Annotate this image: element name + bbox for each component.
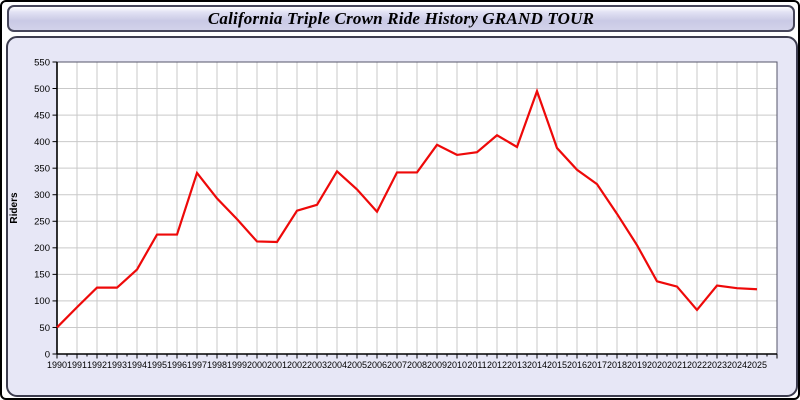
svg-text:2015: 2015 — [547, 360, 567, 370]
svg-text:2005: 2005 — [347, 360, 367, 370]
svg-text:2024: 2024 — [727, 360, 747, 370]
svg-text:500: 500 — [34, 84, 50, 95]
svg-text:2000: 2000 — [247, 360, 267, 370]
svg-text:2003: 2003 — [307, 360, 327, 370]
svg-text:2021: 2021 — [667, 360, 687, 370]
svg-text:1996: 1996 — [167, 360, 187, 370]
svg-text:2012: 2012 — [487, 360, 507, 370]
y-axis-title: Riders — [9, 192, 20, 224]
svg-text:2017: 2017 — [587, 360, 607, 370]
svg-text:100: 100 — [34, 296, 50, 307]
svg-text:1999: 1999 — [227, 360, 247, 370]
svg-text:1997: 1997 — [187, 360, 207, 370]
svg-text:2013: 2013 — [507, 360, 527, 370]
svg-text:300: 300 — [34, 190, 50, 201]
svg-text:550: 550 — [34, 57, 50, 68]
svg-text:0: 0 — [45, 349, 50, 360]
svg-text:1991: 1991 — [67, 360, 87, 370]
riders-line — [56, 87, 758, 329]
svg-text:2010: 2010 — [447, 360, 467, 370]
svg-text:2006: 2006 — [367, 360, 387, 370]
svg-text:2023: 2023 — [707, 360, 727, 370]
svg-text:1993: 1993 — [107, 360, 127, 370]
svg-text:2004: 2004 — [327, 360, 347, 370]
svg-text:1994: 1994 — [127, 360, 147, 370]
chart-title: California Triple Crown Ride History GRA… — [207, 8, 595, 28]
svg-text:2009: 2009 — [427, 360, 447, 370]
svg-text:150: 150 — [34, 270, 50, 281]
svg-text:2008: 2008 — [407, 360, 427, 370]
y-axis-labels: 0 50 100 150 200 250 300 350 400 450 500 550 — [34, 57, 50, 360]
svg-text:350: 350 — [34, 163, 50, 174]
svg-text:2001: 2001 — [267, 360, 287, 370]
svg-text:2016: 2016 — [567, 360, 587, 370]
svg-text:2018: 2018 — [607, 360, 627, 370]
svg-text:200: 200 — [34, 243, 50, 254]
svg-text:2011: 2011 — [467, 360, 486, 370]
svg-text:1990: 1990 — [47, 360, 67, 370]
svg-text:2007: 2007 — [387, 360, 407, 370]
chart-title-bar: California Triple Crown Ride History GRA… — [7, 5, 795, 32]
svg-text:2020: 2020 — [647, 360, 667, 370]
svg-text:1995: 1995 — [147, 360, 167, 370]
x-axis-labels: 1990 1991 1992 1993 1994 1995 1996 1997 1998 1999… — [47, 360, 767, 370]
svg-text:50: 50 — [39, 323, 50, 334]
svg-text:2002: 2002 — [287, 360, 307, 370]
svg-text:2022: 2022 — [687, 360, 707, 370]
svg-text:1998: 1998 — [207, 360, 227, 370]
svg-text:2019: 2019 — [627, 360, 647, 370]
svg-text:400: 400 — [34, 137, 50, 148]
svg-text:2014: 2014 — [527, 360, 547, 370]
svg-text:450: 450 — [34, 110, 50, 121]
svg-text:250: 250 — [34, 217, 50, 228]
svg-text:2025: 2025 — [747, 360, 767, 370]
svg-text:1992: 1992 — [87, 360, 107, 370]
